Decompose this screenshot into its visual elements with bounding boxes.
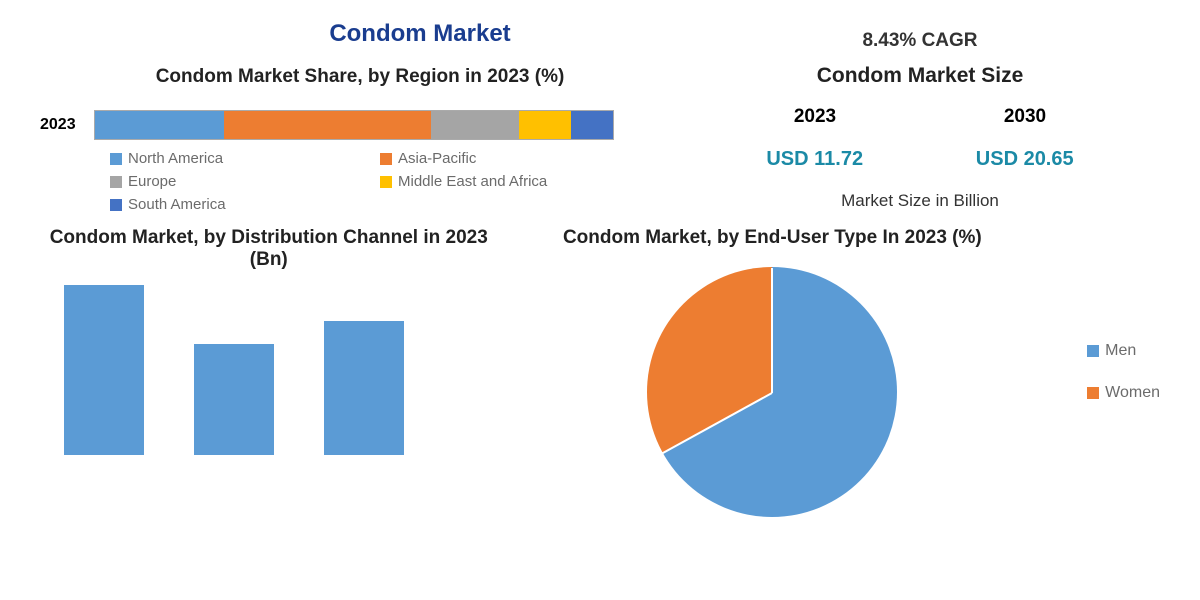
year-b: 2030 xyxy=(1004,106,1046,128)
region-segment xyxy=(519,111,571,139)
legend-swatch xyxy=(1087,345,1099,357)
distribution-chart: Condom Market, by Distribution Channel i… xyxy=(40,227,498,517)
main-title: Condom Market xyxy=(160,20,680,48)
legend-label: Europe xyxy=(128,173,176,190)
bottom-row: Condom Market, by Distribution Channel i… xyxy=(40,227,1160,517)
distribution-chart-title: Condom Market, by Distribution Channel i… xyxy=(40,227,498,271)
legend-swatch xyxy=(380,176,392,188)
distribution-bar xyxy=(64,285,144,455)
legend-label: South America xyxy=(128,196,226,213)
region-chart: Condom Market Share, by Region in 2023 (… xyxy=(40,66,680,213)
legend-label: North America xyxy=(128,150,223,167)
market-size-panel: 8.43% CAGR Condom Market Size 2023 2030 … xyxy=(710,20,1130,213)
region-chart-title: Condom Market Share, by Region in 2023 (… xyxy=(40,66,680,88)
legend-item: Middle East and Africa xyxy=(380,173,620,190)
legend-label: Men xyxy=(1105,342,1136,360)
legend-swatch xyxy=(110,176,122,188)
pie-legend: Men Women xyxy=(1087,227,1160,517)
market-size-values: USD 11.72 USD 20.65 xyxy=(710,148,1130,171)
legend-item: Men xyxy=(1087,342,1160,360)
legend-swatch xyxy=(110,153,122,165)
enduser-chart-title: Condom Market, by End-User Type In 2023 … xyxy=(518,227,1028,249)
pie-wrap xyxy=(647,267,897,517)
region-segment xyxy=(571,111,612,139)
pie-chart xyxy=(647,267,897,517)
market-size-title: Condom Market Size xyxy=(710,64,1130,88)
pie-separator xyxy=(771,268,773,393)
stacked-year-label: 2023 xyxy=(40,116,76,134)
region-legend: North America Asia-Pacific Europe Middle Ea… xyxy=(40,150,680,213)
legend-label: Middle East and Africa xyxy=(398,173,547,190)
top-row: Condom Market Condom Market Share, by Re… xyxy=(40,20,1160,213)
legend-swatch xyxy=(380,153,392,165)
market-size-years: 2023 2030 xyxy=(710,106,1130,128)
market-size-note: Market Size in Billion xyxy=(710,191,1130,211)
left-column: Condom Market Condom Market Share, by Re… xyxy=(40,20,680,213)
stacked-bar-row: 2023 xyxy=(40,110,680,140)
legend-swatch xyxy=(110,199,122,211)
legend-label: Women xyxy=(1105,384,1160,402)
distribution-bar xyxy=(324,321,404,455)
cagr-label: 8.43% CAGR xyxy=(710,30,1130,52)
pie-separator xyxy=(662,392,773,454)
legend-item: South America xyxy=(110,196,350,213)
legend-item: Asia-Pacific xyxy=(380,150,620,167)
enduser-chart: Condom Market, by End-User Type In 2023 … xyxy=(518,227,1160,517)
region-segment xyxy=(224,111,431,139)
year-a: 2023 xyxy=(794,106,836,128)
legend-label: Asia-Pacific xyxy=(398,150,476,167)
bars-area xyxy=(40,285,498,455)
legend-item: Women xyxy=(1087,384,1160,402)
legend-swatch xyxy=(1087,387,1099,399)
region-segment xyxy=(95,111,225,139)
infographic-container: Condom Market Condom Market Share, by Re… xyxy=(0,0,1200,600)
legend-item: North America xyxy=(110,150,350,167)
stacked-bar xyxy=(94,110,614,140)
legend-item: Europe xyxy=(110,173,350,190)
value-b: USD 20.65 xyxy=(976,148,1074,171)
distribution-bar xyxy=(194,344,274,455)
value-a: USD 11.72 xyxy=(766,148,863,171)
region-segment xyxy=(431,111,519,139)
